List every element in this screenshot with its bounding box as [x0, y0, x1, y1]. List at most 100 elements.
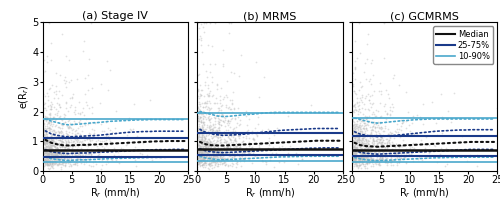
- Point: [214, 136, 222, 139]
- Point: [194, 116, 202, 120]
- Point: [40, 141, 48, 144]
- Point: [219, 64, 227, 68]
- Point: [382, 112, 390, 115]
- Point: [50, 132, 58, 135]
- Point: [201, 138, 209, 141]
- Point: [351, 159, 359, 163]
- Point: [54, 163, 62, 167]
- Point: [233, 121, 241, 125]
- Point: [199, 121, 207, 124]
- Point: [56, 74, 64, 77]
- Point: [358, 149, 366, 153]
- Point: [43, 140, 51, 143]
- Point: [43, 151, 51, 154]
- Point: [53, 142, 61, 146]
- Point: [210, 134, 218, 138]
- Point: [45, 150, 53, 154]
- Point: [70, 151, 78, 154]
- Point: [207, 161, 215, 165]
- Point: [46, 153, 54, 156]
- Point: [204, 137, 212, 140]
- Point: [350, 150, 358, 153]
- Point: [362, 147, 370, 150]
- Point: [42, 133, 50, 136]
- Point: [385, 144, 393, 147]
- Point: [40, 148, 48, 151]
- Point: [56, 118, 64, 121]
- Point: [350, 154, 358, 158]
- Point: [64, 143, 72, 146]
- Point: [362, 115, 370, 118]
- Point: [215, 150, 223, 153]
- Point: [358, 137, 366, 140]
- Point: [230, 138, 238, 141]
- Point: [392, 142, 400, 146]
- Point: [266, 143, 274, 147]
- Point: [204, 154, 212, 158]
- Point: [206, 144, 214, 148]
- Point: [205, 162, 213, 165]
- Point: [56, 145, 64, 149]
- Point: [72, 162, 80, 165]
- Point: [348, 117, 356, 120]
- Point: [95, 152, 103, 156]
- Point: [237, 164, 245, 167]
- Point: [388, 142, 396, 146]
- Point: [66, 125, 74, 128]
- Point: [200, 101, 208, 105]
- Point: [64, 134, 72, 137]
- Point: [386, 141, 394, 144]
- Point: [201, 106, 209, 109]
- Point: [356, 130, 364, 133]
- Point: [49, 149, 57, 152]
- Point: [217, 137, 225, 140]
- Point: [207, 149, 215, 152]
- Point: [376, 115, 384, 118]
- Point: [374, 135, 382, 138]
- Point: [44, 146, 52, 150]
- Point: [360, 135, 368, 139]
- Point: [217, 104, 225, 108]
- Point: [198, 151, 206, 154]
- Point: [351, 148, 359, 151]
- Point: [406, 150, 414, 153]
- Point: [74, 148, 82, 152]
- Point: [76, 153, 84, 156]
- Point: [353, 163, 361, 167]
- Point: [48, 156, 56, 159]
- Point: [66, 121, 74, 125]
- Point: [423, 156, 431, 159]
- Point: [45, 150, 53, 153]
- Point: [196, 152, 203, 155]
- Point: [350, 144, 358, 148]
- Point: [198, 133, 206, 137]
- Point: [84, 156, 92, 159]
- Point: [104, 88, 112, 92]
- Point: [216, 98, 224, 101]
- Point: [82, 152, 90, 156]
- Point: [383, 143, 391, 147]
- Point: [349, 160, 357, 163]
- Point: [370, 154, 378, 157]
- Point: [57, 156, 65, 160]
- Point: [264, 127, 272, 130]
- Point: [44, 138, 52, 141]
- Point: [48, 84, 56, 87]
- Point: [366, 148, 374, 151]
- Point: [378, 140, 386, 144]
- Point: [70, 119, 78, 123]
- Point: [378, 156, 386, 159]
- Point: [205, 92, 213, 95]
- Point: [76, 119, 84, 122]
- Point: [42, 139, 50, 142]
- Point: [39, 153, 47, 156]
- Point: [206, 106, 214, 109]
- Point: [349, 139, 357, 143]
- Point: [40, 94, 48, 97]
- Point: [196, 158, 203, 161]
- Point: [231, 158, 239, 162]
- Point: [354, 125, 362, 128]
- Point: [80, 49, 88, 53]
- Point: [250, 153, 258, 157]
- Point: [73, 156, 81, 159]
